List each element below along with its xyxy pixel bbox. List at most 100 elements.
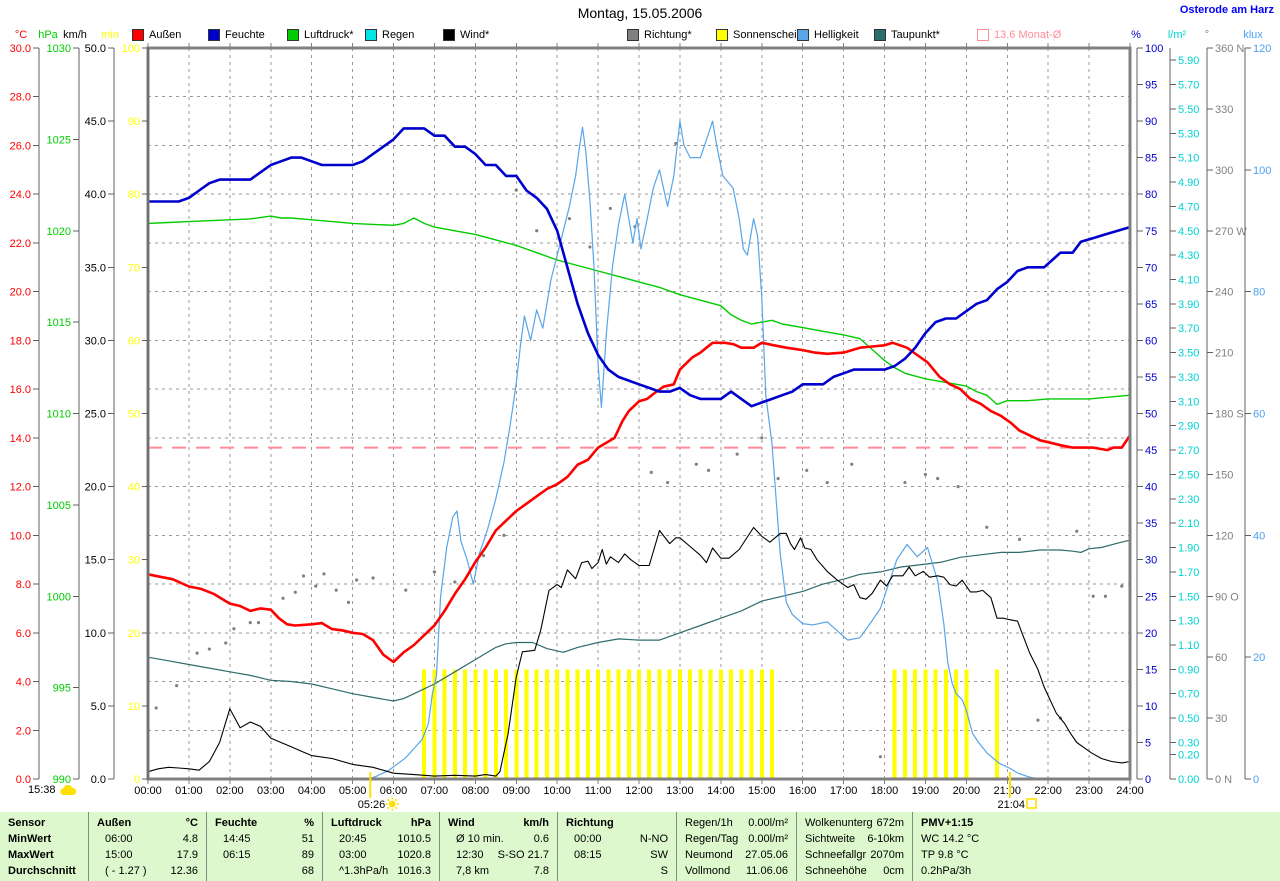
svg-text:30.0: 30.0	[10, 43, 31, 55]
stats-label: Wolkenunterg	[805, 817, 873, 829]
svg-text:1000: 1000	[47, 591, 71, 603]
svg-text:1015: 1015	[47, 317, 71, 329]
sun-markers: 05:26 21:04	[358, 772, 1037, 811]
stats-value: 0.00l/m²	[748, 817, 788, 829]
weather-chart[interactable]: °C 0.0 2.0 4.0 6.0 8.0 10.0 12.0 14.0 16.0 18.0 20.…	[0, 0, 1280, 812]
svg-text:20.0: 20.0	[85, 482, 106, 494]
stats-row-label: MaxWert	[0, 847, 88, 863]
stats-row-feuchte: 14:45 51	[207, 831, 322, 847]
svg-text:22:00: 22:00	[1034, 785, 1062, 797]
stats-value-time: 20:45	[339, 833, 367, 845]
legend-label: Regen	[382, 29, 415, 41]
svg-text:00:00: 00:00	[134, 785, 162, 797]
svg-text:19:00: 19:00	[912, 785, 940, 797]
svg-text:0.70: 0.70	[1178, 689, 1199, 701]
stats-row-luftdruck: 20:45 1010.5	[323, 831, 439, 847]
svg-text:100: 100	[122, 43, 140, 55]
svg-text:20: 20	[1145, 628, 1157, 640]
svg-text:10.0: 10.0	[10, 530, 31, 542]
stats-value: 51	[301, 833, 314, 845]
stats-column-labels: Sensor MinWert MaxWert Durchschnitt	[0, 812, 88, 881]
svg-text:90: 90	[128, 116, 140, 128]
svg-text:50: 50	[1145, 409, 1157, 421]
legend-label: Helligkeit	[814, 29, 859, 41]
stats-row-wind: 7,8 km 7.8	[440, 863, 557, 879]
legend-item-luftdruck[interactable]: Luftdruck*	[287, 29, 354, 41]
stats-row-aussen: 06:00 4.8	[89, 831, 206, 847]
stats-value: 11.06.06	[745, 865, 788, 877]
legend-item-feuchte[interactable]: Feuchte	[208, 29, 265, 41]
sun-below-horizon-icon	[1026, 798, 1037, 809]
current-time-footer: 15:38	[28, 784, 77, 796]
cloud-icon	[59, 784, 76, 795]
svg-text:30: 30	[128, 555, 140, 567]
svg-text:65: 65	[1145, 299, 1157, 311]
svg-text:1.50: 1.50	[1178, 591, 1199, 603]
series-sonnenschein	[422, 669, 1000, 779]
svg-text:0: 0	[1145, 774, 1151, 786]
hour-ticks	[147, 43, 1131, 784]
wind-series-swatch-icon	[443, 29, 455, 41]
svg-text:90 O: 90 O	[1215, 591, 1239, 603]
svg-text:60: 60	[128, 335, 140, 347]
legend-item-aussen[interactable]: Außen	[132, 29, 181, 41]
legend-item-monat[interactable]: 13.6 Monat-Ø	[977, 29, 1061, 41]
svg-text:45.0: 45.0	[85, 116, 106, 128]
svg-text:11:00: 11:00	[585, 785, 612, 797]
stats-value-time: ^1.3hPa/h	[339, 865, 389, 877]
svg-text:20: 20	[128, 628, 140, 640]
legend-item-richtung[interactable]: Richtung*	[627, 29, 692, 41]
svg-text:%: %	[1131, 29, 1141, 41]
svg-text:15: 15	[1145, 664, 1157, 676]
svg-text:20.0: 20.0	[10, 287, 31, 299]
svg-text:24:00: 24:00	[1116, 785, 1144, 797]
legend-item-sonnenschein[interactable]: Sonnenschein	[716, 29, 803, 41]
stats-row-aussen: ( - 1.27 ) 12.36	[89, 863, 206, 879]
stats-row-luftdruck: ^1.3hPa/h 1016.3	[323, 863, 439, 879]
svg-text:70: 70	[128, 262, 140, 274]
stats-sensor-unit: %	[304, 817, 314, 829]
legend-label: Wind*	[460, 29, 490, 41]
svg-text:°: °	[1205, 29, 1209, 41]
svg-text:°C: °C	[15, 29, 27, 41]
stats-row-luftdruck: 03:00 1020.8	[323, 847, 439, 863]
stats-value-time: 03:00	[339, 849, 367, 861]
stats-label: Schneehöhe	[805, 865, 867, 877]
stats-value: 12.36	[170, 865, 198, 877]
svg-text:16.0: 16.0	[10, 384, 31, 396]
svg-text:50: 50	[128, 409, 140, 421]
stats-row-pmv: 0.2hPa/3h	[913, 863, 1280, 879]
legend-item-regen[interactable]: Regen	[365, 29, 414, 41]
svg-text:210: 210	[1215, 348, 1233, 360]
legend-item-taupunkt[interactable]: Taupunkt*	[874, 29, 940, 41]
stats-header-feuchte: Feuchte%	[207, 815, 322, 831]
svg-text:5.0: 5.0	[91, 701, 106, 713]
svg-text:330: 330	[1215, 104, 1233, 116]
svg-text:4.70: 4.70	[1178, 201, 1199, 213]
svg-text:0: 0	[1253, 774, 1259, 786]
luftdruck-series-swatch-icon	[287, 29, 299, 41]
svg-text:5.10: 5.10	[1178, 153, 1199, 165]
svg-text:0 N: 0 N	[1215, 774, 1232, 786]
svg-text:30: 30	[1145, 555, 1157, 567]
svg-text:23:00: 23:00	[1075, 785, 1103, 797]
svg-text:24.0: 24.0	[10, 189, 31, 201]
svg-text:07:00: 07:00	[421, 785, 449, 797]
svg-text:0.00: 0.00	[1178, 774, 1199, 786]
legend-label: 13.6 Monat-Ø	[994, 29, 1062, 41]
svg-text:360 N: 360 N	[1215, 43, 1244, 55]
svg-text:13:00: 13:00	[666, 785, 694, 797]
svg-text:2.0: 2.0	[16, 725, 31, 737]
stats-row-label: Durchschnitt	[8, 865, 76, 877]
temp-axis: °C 0.0 2.0 4.0 6.0 8.0 10.0 12.0 14.0 16.0 18.0 20.…	[10, 29, 40, 786]
stats-sensor-unit: °C	[185, 817, 198, 829]
svg-text:0.50: 0.50	[1178, 713, 1199, 725]
svg-text:40.0: 40.0	[85, 189, 106, 201]
stats-value: 2070m	[870, 849, 904, 861]
stats-column-aussen: Außen °C 06:00 4.8 15:00 17.9 ( - 1.27 ) 12.36	[88, 812, 206, 881]
legend-item-helligkeit[interactable]: Helligkeit	[797, 29, 859, 41]
legend-item-wind[interactable]: Wind*	[443, 29, 489, 41]
svg-text:2.50: 2.50	[1178, 469, 1199, 481]
svg-text:60: 60	[1145, 335, 1157, 347]
svg-text:180 S: 180 S	[1215, 409, 1244, 421]
